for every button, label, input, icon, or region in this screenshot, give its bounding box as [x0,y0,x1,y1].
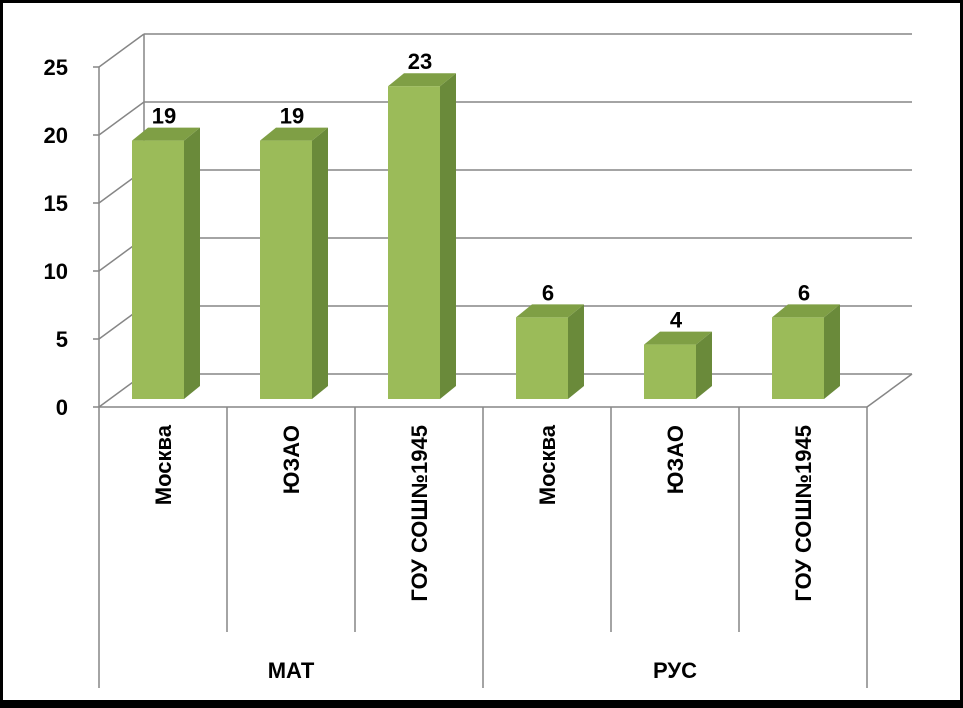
bar-side [184,127,200,399]
data-label: 6 [542,280,554,305]
bars [132,73,840,399]
bar-side [312,127,328,399]
bar [644,344,696,399]
category-label: Москва [151,424,176,505]
bar [516,317,568,399]
data-label: 4 [670,308,683,333]
bar-top [772,304,840,318]
gridline-side [98,101,145,136]
bar [388,86,440,399]
category-label: ГОУ СОШ№1945 [407,425,432,602]
group-label: МАТ [268,658,315,683]
y-tick-label: 25 [44,55,68,80]
bar-side [696,331,712,399]
bar-side [824,304,840,399]
y-tick-label: 10 [44,259,68,284]
floor-edge [866,373,913,408]
group-label: РУС [653,658,697,683]
bar-top [132,127,200,141]
bar [132,140,184,399]
data-label: 6 [798,280,810,305]
data-label: 19 [152,104,176,129]
bar-side [440,73,456,399]
axes [93,66,868,688]
y-tick-label: 20 [44,123,68,148]
category-label: ЮЗАО [279,425,304,494]
data-label: 19 [280,104,304,129]
gridline-side [98,33,145,68]
bar [260,140,312,399]
bar-top [644,331,712,345]
bar-top [260,127,328,141]
category-label: ГОУ СОШ№1945 [791,425,816,602]
bar-side [568,304,584,399]
category-label: Москва [535,424,560,505]
data-label: 23 [408,49,432,74]
y-tick-label: 15 [44,191,68,216]
bar-top [516,304,584,318]
bar-top [388,73,456,87]
category-label: ЮЗАО [663,425,688,494]
labels: 0 5 10 15 20 25 МАТ Москва 19 ЮЗАО 19 ГОУ СОШ№1945 2… [44,49,816,683]
bar [772,317,824,399]
y-tick-label: 5 [56,327,68,352]
y-tick-label: 0 [56,395,68,420]
